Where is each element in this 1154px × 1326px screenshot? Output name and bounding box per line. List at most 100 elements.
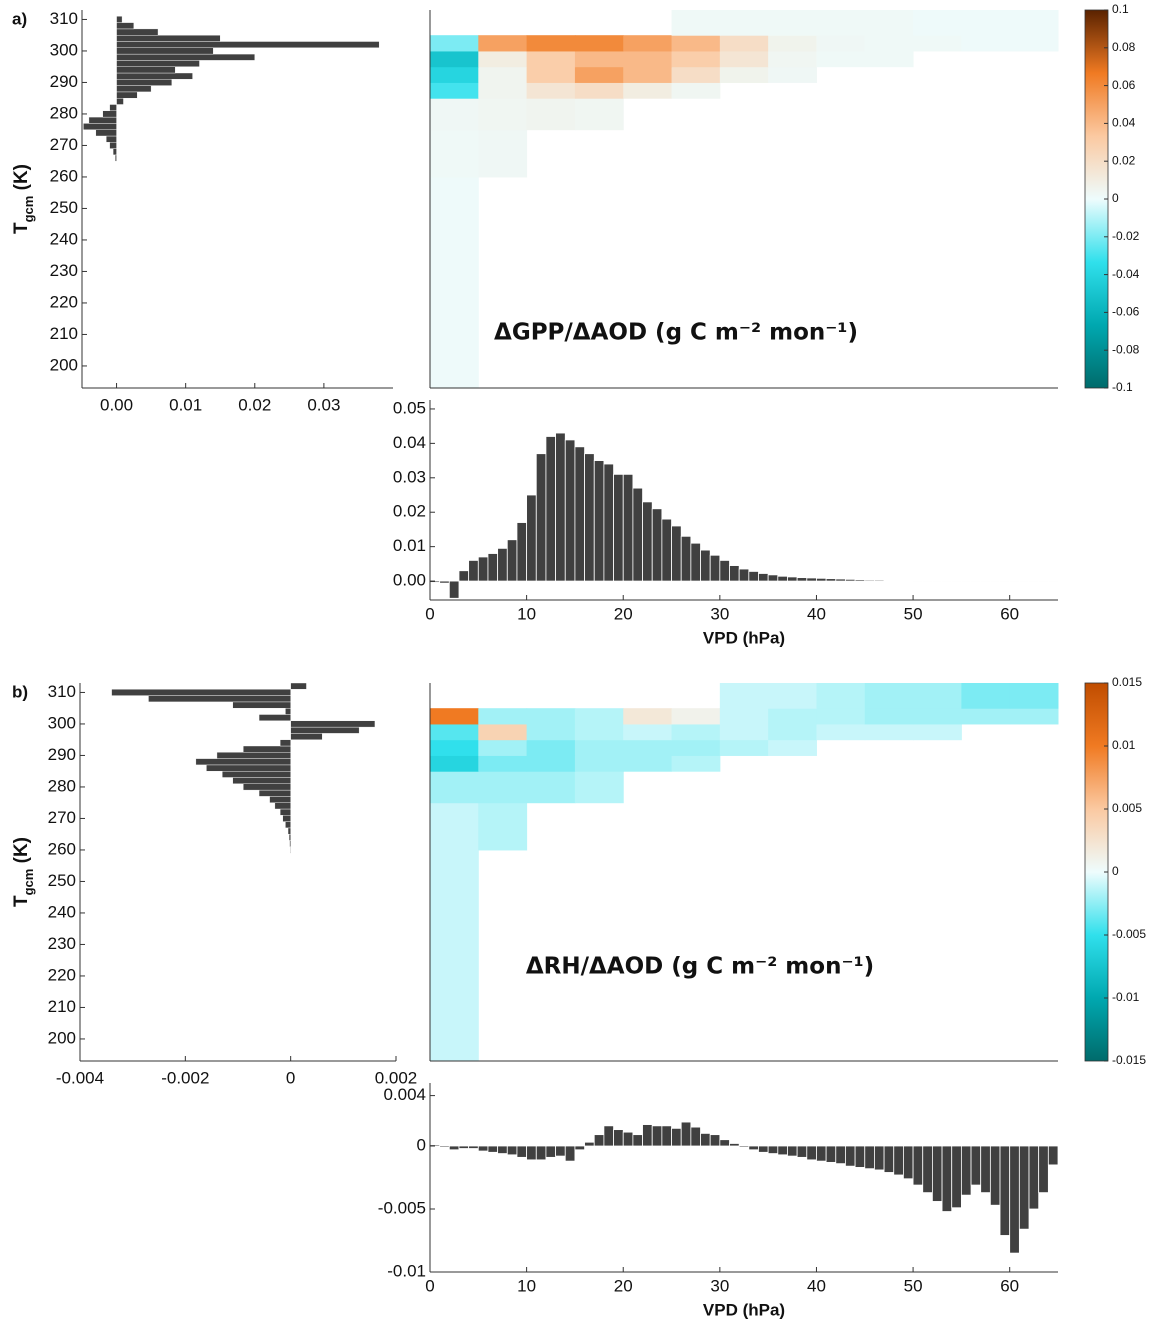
heatmap-cell [768, 683, 817, 709]
heatmap-cell [913, 723, 962, 741]
bar [603, 1125, 614, 1147]
heatmap-cell [864, 35, 914, 52]
heatmap-cell [430, 66, 479, 83]
bar [1047, 580, 1059, 582]
y-tick-label: 230 [48, 934, 76, 953]
bar [497, 1145, 508, 1154]
heatmap-cell [913, 708, 962, 725]
bar [574, 1145, 585, 1151]
bar [989, 1145, 1001, 1206]
bar [845, 578, 856, 582]
bar [932, 1145, 943, 1202]
heatmap-cell [478, 755, 528, 772]
heatmap-cell [526, 50, 576, 68]
bar [545, 1145, 557, 1158]
bar [729, 565, 740, 582]
colorbar-tick-label: -0.02 [1112, 229, 1140, 243]
bar [912, 580, 924, 582]
heatmap-cell [913, 683, 962, 709]
bar [439, 1145, 450, 1148]
bar [671, 525, 682, 582]
colorbar-tick-label: -0.04 [1112, 267, 1140, 281]
bar [206, 764, 291, 772]
heatmap-cell [816, 50, 866, 68]
bar [116, 41, 380, 49]
y-tick-label: 0 [417, 1135, 426, 1154]
colorbar-tick-label: 0.04 [1112, 116, 1136, 130]
bar [787, 576, 798, 582]
bar [835, 1145, 846, 1165]
bar [279, 739, 291, 747]
heatmap-cell [671, 723, 721, 741]
heatmap-cell [768, 50, 817, 68]
bar [83, 123, 117, 130]
heatmap-cell [574, 723, 624, 741]
y-tick-label: -0.01 [387, 1261, 426, 1280]
heatmap-cell [719, 66, 769, 83]
bar [613, 1129, 624, 1147]
heatmap-cell [574, 98, 624, 131]
heatmap-cell [864, 10, 914, 36]
bar [448, 580, 460, 599]
heatmap-cell [478, 802, 528, 851]
colorbar-tick-label: -0.005 [1112, 927, 1146, 941]
x-tick-label: 60 [1000, 1276, 1019, 1295]
bar [290, 720, 376, 728]
bar [854, 1145, 866, 1168]
bar [584, 1141, 595, 1147]
bar [88, 116, 117, 124]
bar [506, 1145, 518, 1156]
bar [912, 1145, 924, 1186]
bar [690, 1126, 701, 1147]
bar [680, 1121, 692, 1147]
colorbar-tick-label: 0.1 [1112, 2, 1129, 16]
heatmap-cell [478, 82, 528, 99]
bar [290, 726, 360, 734]
y-tick-label: 270 [50, 135, 78, 154]
bar [1009, 1145, 1020, 1254]
bar [274, 802, 291, 810]
bar [642, 501, 653, 582]
bar [893, 1145, 904, 1176]
heatmap-cell [671, 50, 721, 68]
heatmap-cell [671, 755, 721, 772]
bar [285, 708, 291, 715]
bar [116, 35, 221, 42]
bar [864, 1145, 875, 1170]
bar [112, 148, 117, 156]
x-tick-label: 50 [904, 604, 923, 623]
bar [584, 453, 595, 582]
y-tick-label: 0.05 [393, 398, 426, 417]
bar [216, 752, 291, 759]
y-tick-label: 310 [50, 9, 78, 28]
heatmap-cell [719, 50, 769, 68]
bar [816, 1145, 827, 1162]
bar [564, 439, 576, 582]
bar [116, 22, 135, 30]
bar [700, 1133, 711, 1147]
bar [593, 460, 605, 582]
x-tick-label: 40 [807, 604, 826, 623]
bar [1038, 1145, 1049, 1194]
heatmap-cell [574, 708, 624, 725]
heatmap-cell [526, 771, 576, 804]
bar [941, 1145, 953, 1212]
heatmap-cell [671, 66, 721, 83]
x-tick-label: 30 [710, 1276, 729, 1295]
bar [777, 575, 788, 582]
heatmap-cell [623, 35, 673, 52]
heatmap-cell [574, 82, 624, 99]
bar [651, 1125, 663, 1147]
x-tick-label: 0 [425, 1276, 434, 1295]
heatmap-cell [478, 66, 528, 83]
heatmap-cell [526, 82, 576, 99]
bar [221, 771, 291, 778]
bar [574, 446, 585, 582]
bar [195, 758, 291, 766]
bar [468, 560, 479, 582]
bar [613, 473, 624, 582]
bar [661, 518, 672, 582]
heatmap-cell [478, 771, 528, 804]
